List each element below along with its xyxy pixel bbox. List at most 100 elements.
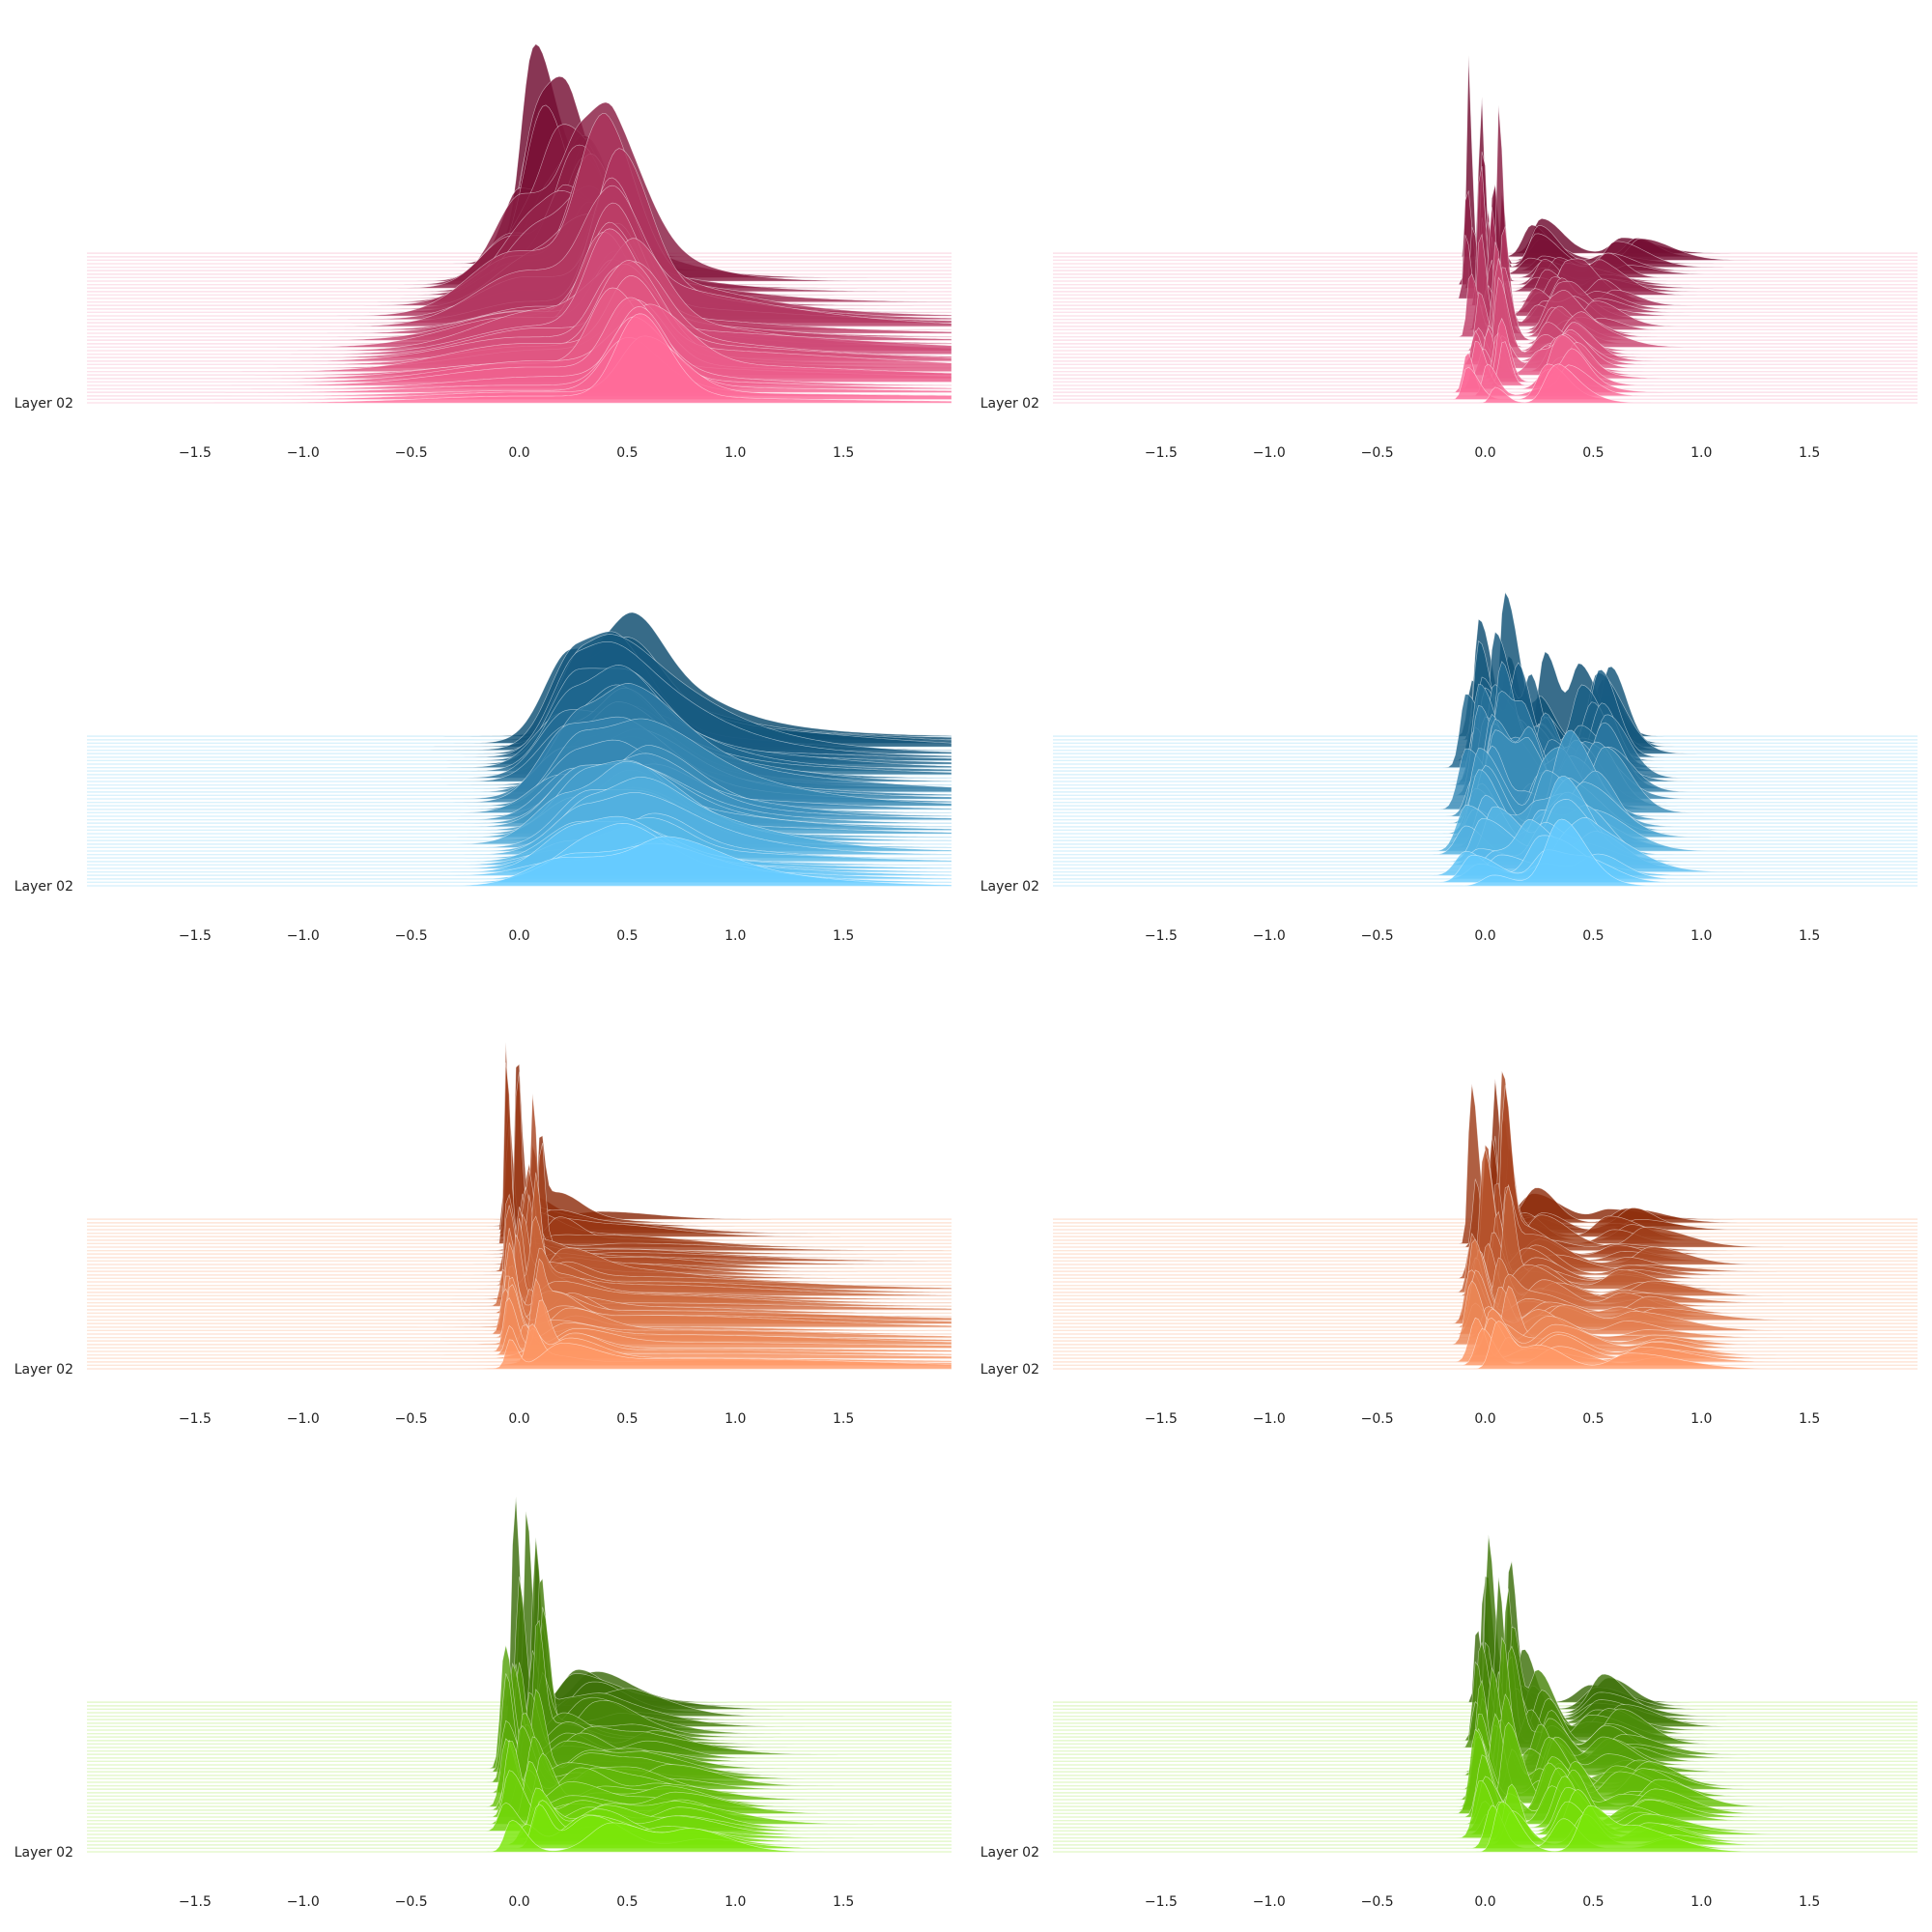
x-tick-label: −1.0: [1253, 445, 1286, 461]
x-tick-label: −1.0: [287, 1894, 320, 1910]
ridge-density: [87, 763, 952, 828]
ridge-density: [87, 185, 952, 327]
x-tick-label: −0.5: [395, 1411, 428, 1427]
x-tick-label: 0.0: [508, 928, 529, 944]
x-tick-label: −1.5: [179, 445, 212, 461]
x-tick-label: −1.5: [1145, 1411, 1178, 1427]
ridge-density: [1053, 333, 1918, 376]
x-tick-label: 1.0: [1690, 445, 1712, 461]
x-tick-label: 0.0: [1474, 928, 1495, 944]
ridge-density: [87, 336, 952, 397]
ridge-density: [1053, 291, 1918, 352]
ridge-density: [1053, 340, 1918, 389]
ridge-density: [87, 275, 952, 372]
x-tick-label: 1.0: [1690, 928, 1712, 944]
x-tick-label: −1.0: [287, 445, 320, 461]
ridge-density: [87, 1725, 952, 1790]
x-tick-label: 1.5: [833, 928, 854, 944]
ridge-density: [87, 1297, 952, 1352]
x-tick-label: −1.0: [1253, 1411, 1286, 1427]
x-tick-label: 0.0: [508, 1894, 529, 1910]
ridge-density: [1053, 1149, 1918, 1276]
ridgeline-panel-1: Layer 02 −1.5 −1.0 −0.5 0.0 0.5 1.0 1.5: [14, 43, 952, 461]
ridgeline-panel-6: Layer 02 −1.5 −1.0 −0.5 0.0 0.5 1.0 1.5: [980, 1070, 1918, 1427]
x-tick-label: 0.5: [616, 1894, 638, 1910]
x-tick-label: −0.5: [395, 1894, 428, 1910]
x-tick-label: 1.5: [1799, 928, 1820, 944]
ridge-density: [1053, 798, 1918, 863]
x-tick-label: −0.5: [1361, 1411, 1394, 1427]
x-tick-label: 1.5: [833, 1411, 854, 1427]
x-tick-label: −1.0: [287, 928, 320, 944]
x-tick-label: −0.5: [1361, 445, 1394, 461]
ridge-density: [1053, 1641, 1918, 1738]
x-tick-label: 0.0: [508, 445, 529, 461]
ridge-density: [1053, 818, 1918, 887]
x-tick-label: 0.5: [616, 928, 638, 944]
x-tick-label: −1.5: [179, 1894, 212, 1910]
x-tick-label: 0.5: [616, 1411, 638, 1427]
ridge-density: [1053, 363, 1918, 404]
ridge-row-label: Layer 02: [14, 1362, 73, 1378]
x-tick-label: −1.0: [287, 1411, 320, 1427]
x-tick-label: −1.5: [1145, 928, 1178, 944]
ridge-density: [87, 665, 952, 772]
x-tick-label: −0.5: [1361, 1894, 1394, 1910]
x-tick-label: −1.5: [1145, 1894, 1178, 1910]
ridge-density: [87, 826, 952, 869]
x-tick-label: 1.0: [724, 445, 746, 461]
ridge-density: [87, 1234, 952, 1311]
ridge-density: [87, 815, 952, 872]
ridge-density: [87, 1662, 952, 1766]
ridge-density: [1053, 165, 1918, 306]
ridge-density: [1053, 1534, 1918, 1717]
ridge-density: [1053, 1779, 1918, 1838]
ridge-row-label: Layer 02: [980, 1845, 1039, 1861]
ridge-density: [87, 792, 952, 855]
x-tick-label: 0.5: [1582, 928, 1604, 944]
ridge-density: [1053, 363, 1918, 400]
ridge-density: [87, 303, 952, 383]
ridge-density: [87, 817, 952, 863]
x-tick-label: 1.5: [1799, 445, 1820, 461]
ridge-row-label: Layer 02: [14, 396, 73, 412]
ridge-density: [87, 297, 952, 386]
ridge-row-label: Layer 02: [980, 396, 1039, 412]
x-tick-label: 1.0: [724, 928, 746, 944]
ridge-density: [87, 1576, 952, 1724]
ridge-density: [87, 646, 952, 741]
ridge-density: [87, 306, 952, 389]
ridge-density: [1053, 1801, 1918, 1853]
x-tick-label: 1.0: [724, 1894, 746, 1910]
x-tick-label: −0.5: [1361, 928, 1394, 944]
ridge-density: [87, 641, 952, 758]
x-tick-label: 1.5: [833, 1894, 854, 1910]
ridge-density: [87, 753, 952, 820]
ridge-row-label: Layer 02: [980, 879, 1039, 895]
x-tick-label: 1.0: [1690, 1894, 1712, 1910]
ridge-density: [87, 762, 952, 824]
x-tick-label: −1.5: [179, 1411, 212, 1427]
x-tick-label: −0.5: [395, 445, 428, 461]
ridge-density: [1053, 1328, 1918, 1366]
x-tick-label: −1.5: [179, 928, 212, 944]
ridgeline-panel-4: Layer 02 −1.5 −1.0 −0.5 0.0 0.5 1.0 1.5: [980, 591, 1918, 944]
x-tick-label: −1.0: [1253, 928, 1286, 944]
ridge-density: [87, 335, 952, 400]
ridgeline-panel-2: Layer 02 −1.5 −1.0 −0.5 0.0 0.5 1.0 1.5: [980, 55, 1918, 461]
x-tick-label: 0.0: [1474, 445, 1495, 461]
x-tick-label: 1.5: [1799, 1411, 1820, 1427]
x-tick-label: 0.0: [508, 1411, 529, 1427]
ridge-density: [1053, 821, 1918, 866]
ridge-row-label: Layer 02: [14, 879, 73, 895]
ridge-density: [1053, 233, 1918, 330]
ridge-row-label: Layer 02: [14, 1845, 73, 1861]
ridge-density: [87, 705, 952, 779]
x-tick-label: 0.5: [1582, 445, 1604, 461]
ridge-density: [87, 836, 952, 887]
x-tick-label: 0.5: [616, 445, 638, 461]
ridgeline-panel-8: Layer 02 −1.5 −1.0 −0.5 0.0 0.5 1.0 1.5: [980, 1534, 1918, 1910]
ridge-density: [1053, 849, 1918, 883]
ridge-density: [87, 313, 952, 404]
ridge-density: [87, 1819, 952, 1853]
